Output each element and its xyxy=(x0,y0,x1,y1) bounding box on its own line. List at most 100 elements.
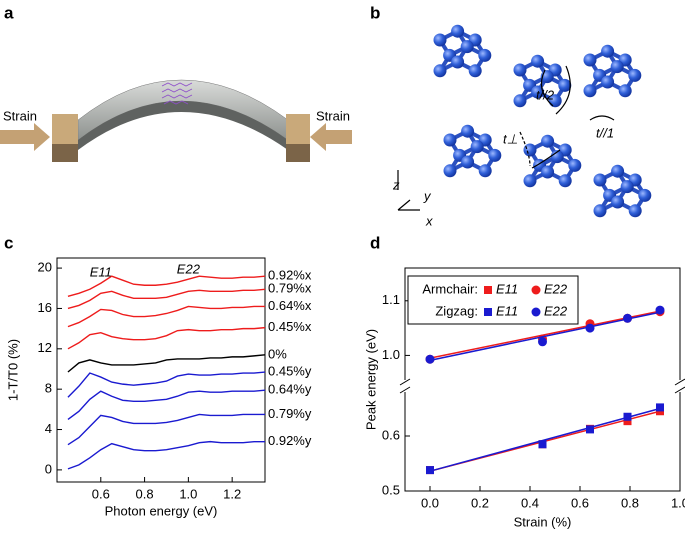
atom xyxy=(461,155,475,169)
panel-label: d xyxy=(370,233,380,252)
y-tick-label: 0.6 xyxy=(382,427,400,442)
atom xyxy=(558,78,572,92)
spectrum xyxy=(67,371,266,398)
y-tick-label: 1.1 xyxy=(382,292,400,307)
atom xyxy=(593,204,607,218)
series-label: 0.45%x xyxy=(268,319,312,334)
atom xyxy=(601,44,615,58)
atom xyxy=(451,24,465,38)
panel-label: a xyxy=(4,3,14,22)
atom xyxy=(583,84,597,98)
plot-frame xyxy=(404,267,681,492)
atom xyxy=(451,55,465,69)
x-axis-label: Strain (%) xyxy=(514,514,572,529)
y-tick-label: 0.5 xyxy=(382,482,400,497)
legend-marker xyxy=(531,307,541,317)
atom xyxy=(523,174,537,188)
plot-frame xyxy=(56,257,266,483)
x-tick-label: 0.4 xyxy=(521,495,539,510)
x-tick-label: 0.8 xyxy=(136,486,154,501)
atom xyxy=(558,174,572,188)
atom xyxy=(433,33,447,47)
x-tick-label: 0.6 xyxy=(92,486,110,501)
atom xyxy=(611,195,625,209)
series-label: 0% xyxy=(268,346,287,361)
y-tick-label: 1.0 xyxy=(382,347,400,362)
atom xyxy=(488,148,502,162)
atom xyxy=(548,94,562,108)
atom xyxy=(478,164,492,178)
spectrum xyxy=(67,440,265,470)
atom xyxy=(593,173,607,187)
atom xyxy=(433,64,447,78)
fit-line xyxy=(429,310,661,359)
atom xyxy=(478,48,492,62)
strain-label: Strain xyxy=(316,108,350,123)
y-tick-label: 0 xyxy=(45,461,52,476)
atom xyxy=(461,124,475,138)
atom xyxy=(513,63,527,77)
series-label: 0.92%x xyxy=(268,268,312,283)
atom xyxy=(611,164,625,178)
legend-label: E22 xyxy=(544,303,568,318)
y-axis-label: Peak energy (eV) xyxy=(363,329,378,430)
x-tick-label: 1.0 xyxy=(179,486,197,501)
y-tick-label: 8 xyxy=(45,381,52,396)
atom xyxy=(523,143,537,157)
hop-label: t//1 xyxy=(596,125,614,140)
marker xyxy=(655,305,665,315)
axis-label: y xyxy=(423,188,432,203)
y-tick-label: 4 xyxy=(45,421,52,436)
spectrum xyxy=(67,326,266,350)
atom xyxy=(443,133,457,147)
spectrum xyxy=(67,305,265,328)
marker xyxy=(623,313,632,323)
annotation: E11 xyxy=(90,264,112,279)
atom xyxy=(468,64,482,78)
series-label: 0.64%x xyxy=(268,298,312,313)
series-label: 0.79%y xyxy=(268,406,312,421)
atom xyxy=(541,165,555,179)
atom xyxy=(568,158,582,172)
marker xyxy=(623,417,632,426)
annotation: E22 xyxy=(177,261,201,276)
spectrum xyxy=(67,288,266,310)
atom xyxy=(541,134,555,148)
legend-group: Armchair: xyxy=(422,281,478,296)
axis-break xyxy=(399,378,685,394)
hop-label: t//2 xyxy=(536,87,555,102)
y-axis-label: 1-T/T0 (%) xyxy=(5,339,20,401)
spectrum xyxy=(67,275,266,298)
atom xyxy=(531,85,545,99)
bending-setup xyxy=(0,79,352,162)
x-tick-label: 1.2 xyxy=(223,486,241,501)
legend-group: Zigzag: xyxy=(435,303,478,318)
strain-label: Strain xyxy=(3,108,37,123)
series-label: 0.64%y xyxy=(268,382,312,397)
panel-label: c xyxy=(4,233,13,252)
panel-label: b xyxy=(370,3,380,22)
atom xyxy=(513,94,527,108)
atom xyxy=(460,40,474,54)
series-label: 0.79%x xyxy=(268,281,312,296)
marker xyxy=(656,403,664,412)
hop-label: t⊥ xyxy=(503,131,518,146)
atom xyxy=(443,164,457,178)
atom xyxy=(620,180,634,194)
fit-line xyxy=(429,311,661,362)
y-tick-label: 20 xyxy=(38,260,52,275)
marker xyxy=(586,425,594,434)
y-tick-label: 16 xyxy=(38,300,52,315)
spectrum xyxy=(67,413,265,446)
legend-box xyxy=(407,275,579,325)
x-tick-label: 0.6 xyxy=(571,495,589,510)
axis-label: x xyxy=(425,213,433,228)
atom xyxy=(610,60,624,74)
x-tick-label: 0.8 xyxy=(621,495,639,510)
legend-marker xyxy=(531,285,541,295)
x-tick-label: 0.0 xyxy=(421,495,439,510)
atom xyxy=(531,54,545,68)
atom xyxy=(628,68,642,82)
marker xyxy=(585,323,595,333)
